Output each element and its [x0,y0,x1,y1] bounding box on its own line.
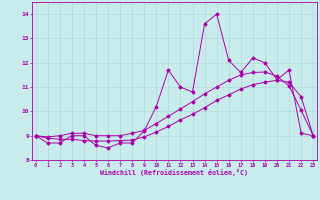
X-axis label: Windchill (Refroidissement éolien,°C): Windchill (Refroidissement éolien,°C) [100,169,248,176]
